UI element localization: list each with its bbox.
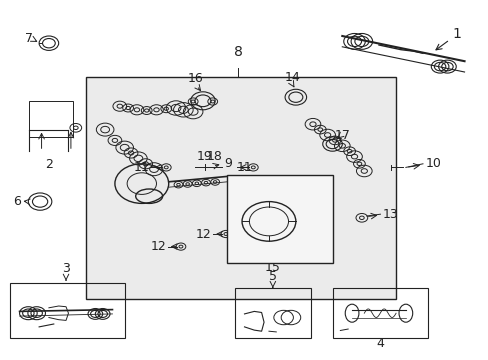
Text: 11: 11 (133, 161, 149, 174)
Text: 10: 10 (425, 157, 440, 170)
Bar (85, 77, 395, 299)
Bar (29, 101, 73, 137)
Text: 14: 14 (284, 71, 300, 84)
Bar (332, 288, 427, 338)
Text: 12: 12 (196, 228, 211, 240)
Text: 16: 16 (187, 72, 203, 85)
Text: 3: 3 (62, 262, 70, 275)
Bar (10, 283, 124, 338)
Text: 15: 15 (264, 261, 280, 274)
Bar (234, 288, 310, 338)
Text: 13: 13 (382, 208, 397, 221)
Text: 19: 19 (197, 150, 212, 163)
Text: 5: 5 (268, 270, 276, 283)
Text: 8: 8 (233, 45, 242, 59)
Text: 18: 18 (206, 150, 222, 163)
Bar (227, 175, 332, 263)
Text: 2: 2 (45, 158, 53, 171)
Text: 17: 17 (334, 129, 349, 141)
Text: 4: 4 (376, 337, 384, 350)
Text: 12: 12 (150, 240, 166, 253)
Text: 12: 12 (281, 213, 296, 226)
Text: 11: 11 (237, 161, 252, 174)
Text: 1: 1 (451, 27, 460, 41)
Text: 9: 9 (224, 157, 231, 170)
Text: 6: 6 (13, 195, 20, 208)
Text: 7: 7 (25, 32, 33, 45)
